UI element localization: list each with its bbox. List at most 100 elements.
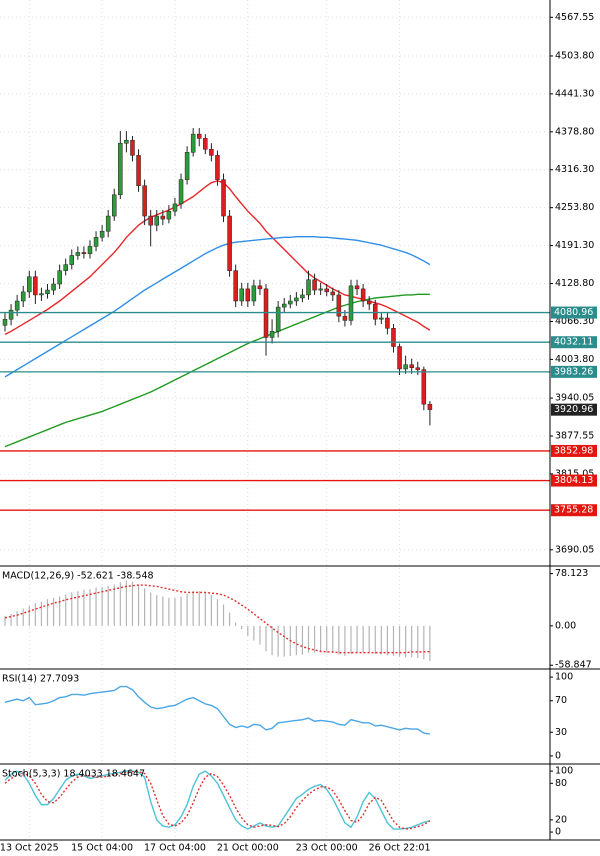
macd-bar	[101, 587, 103, 626]
x-tick-label: 26 Oct 22:01	[369, 843, 431, 854]
level-label-box	[551, 336, 597, 349]
macd-bar	[253, 625, 255, 641]
panel-title: RSI(14) 27.7093	[2, 674, 79, 685]
candle-body	[427, 403, 433, 410]
macd-bar	[83, 589, 85, 626]
candle-body	[196, 133, 202, 139]
y-tick-label: 4191.30	[555, 240, 594, 251]
macd-bar	[326, 625, 328, 653]
y-tick-label: 4378.80	[555, 126, 594, 137]
y-tick-label: 4066.30	[555, 316, 594, 327]
macd-bar	[386, 625, 389, 656]
y-tick-label: 4441.30	[555, 88, 594, 99]
macd-bar	[162, 596, 164, 626]
candle-body	[160, 215, 166, 220]
macd-bar	[392, 625, 395, 656]
macd-bar	[222, 604, 225, 626]
last-price-label: 3920.96	[554, 404, 593, 415]
macd-bar	[46, 599, 49, 626]
candle-body	[27, 276, 32, 293]
level-label-box	[551, 474, 597, 487]
level-label: 3755.28	[554, 505, 593, 516]
x-tick-label: 13 Oct 2025	[0, 843, 59, 854]
candle-body	[348, 285, 354, 321]
indicator-line	[4, 235, 431, 378]
macd-bar	[320, 625, 322, 653]
candle-body	[118, 142, 123, 196]
y-tick-label: 4253.80	[555, 202, 594, 213]
candle-body	[379, 317, 384, 320]
macd-bar	[174, 597, 176, 626]
candle-body	[269, 331, 275, 338]
candle-body	[8, 309, 14, 320]
macd-bar	[411, 625, 413, 658]
macd-bar	[10, 613, 12, 626]
macd-bar	[40, 601, 43, 626]
macd-bar	[77, 591, 79, 626]
candle-body	[397, 346, 402, 370]
panel-title: Stoch(5,3,3) 18.4033 18.4647	[2, 769, 145, 780]
candle-body	[366, 300, 372, 305]
y-tick-label: 3815.05	[555, 468, 594, 479]
y-tick-label: 0	[555, 750, 561, 761]
candle-body	[209, 149, 214, 156]
macd-bar	[241, 625, 243, 630]
x-tick-label: 23 Oct 00:00	[296, 843, 358, 854]
candle-body	[142, 185, 147, 217]
candle-body	[281, 303, 287, 308]
macd-bar	[28, 605, 30, 626]
macd-bar	[301, 625, 304, 655]
macd-bar	[362, 625, 364, 653]
macd-bar	[307, 625, 310, 653]
candle-body	[57, 270, 62, 285]
macd-bar	[277, 625, 279, 657]
y-tick-label: 30	[555, 727, 567, 738]
macd-bar	[423, 625, 425, 660]
level-label-box	[551, 444, 597, 457]
candle-body	[354, 285, 360, 290]
macd-bar	[119, 582, 121, 626]
y-tick-label: 78.123	[555, 568, 588, 579]
y-tick-label: 0	[555, 827, 561, 838]
candle-body	[39, 293, 44, 296]
candle-body	[14, 300, 20, 311]
y-tick-label: 4567.55	[555, 12, 594, 23]
macd-bar	[192, 591, 194, 626]
panel-title: MACD(12,26,9) -52.621 -38.548	[2, 571, 154, 582]
macd-bar	[265, 625, 267, 652]
macd-bar	[198, 591, 200, 626]
candle-body	[288, 300, 293, 305]
indicator-line	[4, 770, 431, 830]
candle-body	[190, 133, 196, 153]
indicator-line	[4, 685, 431, 735]
y-tick-label: 4503.80	[555, 50, 594, 61]
y-tick-label: 100	[555, 766, 573, 777]
macd-bar	[89, 589, 91, 626]
y-tick-label: 70	[555, 695, 567, 706]
candle-body	[415, 367, 421, 370]
y-tick-label: 3690.05	[555, 544, 594, 555]
macd-bar	[156, 595, 158, 626]
level-label-box	[551, 504, 597, 517]
macd-bar	[144, 588, 146, 626]
candle-body	[300, 294, 305, 299]
candle-body	[130, 139, 135, 156]
macd-bar	[338, 625, 340, 655]
macd-bar	[216, 599, 219, 626]
candle-body	[87, 246, 93, 254]
candle-body	[239, 288, 244, 302]
macd-bar	[350, 625, 352, 654]
level-label: 4032.11	[554, 337, 593, 348]
candle-body	[318, 288, 323, 291]
macd-bar	[95, 587, 97, 626]
y-tick-label: 20	[555, 814, 567, 825]
y-tick-label: 4316.30	[555, 164, 594, 175]
candle-body	[373, 303, 378, 320]
candle-body	[33, 276, 38, 296]
macd-bar	[137, 584, 140, 626]
macd-bar	[398, 625, 401, 657]
candle-body	[312, 279, 317, 291]
candle-body	[124, 139, 129, 144]
macd-bar	[204, 592, 206, 626]
